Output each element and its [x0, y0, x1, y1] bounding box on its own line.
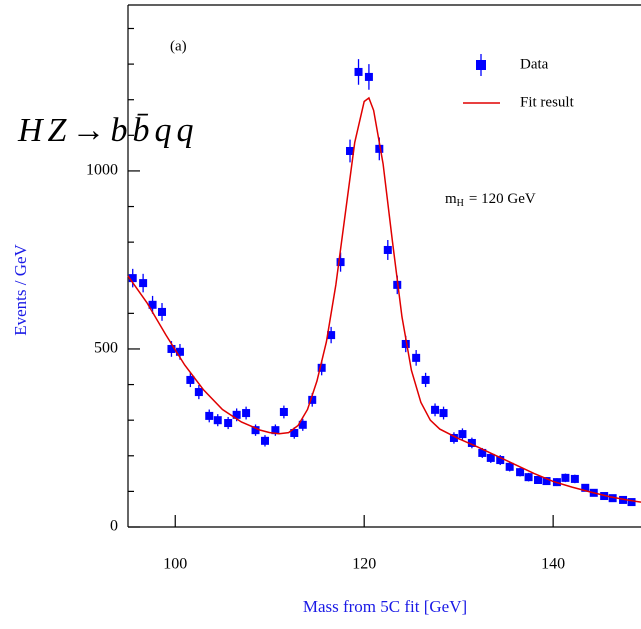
data-point [496, 456, 505, 465]
x-axis-label: Mass from 5C fit [GeV] [303, 597, 467, 616]
data-point [467, 438, 476, 447]
x-tick-label: 140 [541, 556, 565, 573]
data-point [327, 331, 336, 340]
legend-label: Fit result [520, 94, 575, 110]
data-point [449, 433, 458, 442]
mass-label: mH = 120 GeV [445, 191, 536, 209]
data-point [290, 428, 299, 437]
data-point [232, 410, 241, 419]
data-point [317, 363, 326, 372]
fit-line [127, 96, 641, 503]
data-point [581, 483, 590, 492]
data-point [542, 477, 551, 486]
data-point [570, 474, 579, 483]
data-point [401, 339, 410, 348]
data-point [364, 72, 373, 81]
data-point [421, 375, 430, 384]
data-point [260, 436, 269, 445]
data-point [346, 146, 355, 155]
mass-text: = 120 GeV [469, 191, 536, 207]
data-point [251, 426, 260, 435]
data-point [167, 344, 176, 353]
data-point [128, 274, 137, 283]
data-point [516, 468, 525, 477]
data-point [224, 419, 233, 428]
data-point [242, 409, 251, 418]
data-point [412, 353, 421, 362]
data-point [478, 448, 487, 457]
data-point [139, 279, 148, 288]
data-point [524, 473, 533, 482]
data-point [308, 395, 317, 404]
data-point [336, 258, 345, 267]
data-point [383, 245, 392, 254]
data-point [354, 67, 363, 76]
mass-subscript: H [457, 198, 464, 209]
mass-symbol: m [445, 191, 457, 207]
data-point [375, 144, 384, 153]
data-point [298, 420, 307, 429]
data-point [505, 462, 514, 471]
data-point [486, 453, 495, 462]
y-tick-label: 1000 [86, 162, 118, 179]
data-point [561, 473, 570, 482]
panel-label: (a) [170, 38, 187, 54]
data-point [175, 347, 184, 356]
data-point [186, 375, 195, 384]
data-point [439, 409, 448, 418]
data-point [271, 426, 280, 435]
data-point [431, 405, 440, 414]
y-tick-label: 0 [110, 518, 118, 535]
data-point [534, 475, 543, 484]
data-point [213, 416, 222, 425]
data-point [458, 430, 467, 439]
legend-label: Data [520, 56, 549, 72]
annotation: HZ→bb̄qq [17, 112, 198, 149]
y-axis-label: Events / GeV [11, 243, 30, 335]
data-point [194, 388, 203, 397]
legend-marker [476, 60, 486, 70]
x-tick-label: 120 [352, 556, 376, 573]
y-tick-label: 500 [94, 340, 118, 357]
data-point [627, 498, 636, 507]
data-point [158, 307, 167, 316]
data-point [608, 494, 617, 503]
data-point [148, 300, 157, 309]
data-point [205, 411, 214, 420]
data-point [279, 407, 288, 416]
x-tick-label: 100 [163, 556, 187, 573]
